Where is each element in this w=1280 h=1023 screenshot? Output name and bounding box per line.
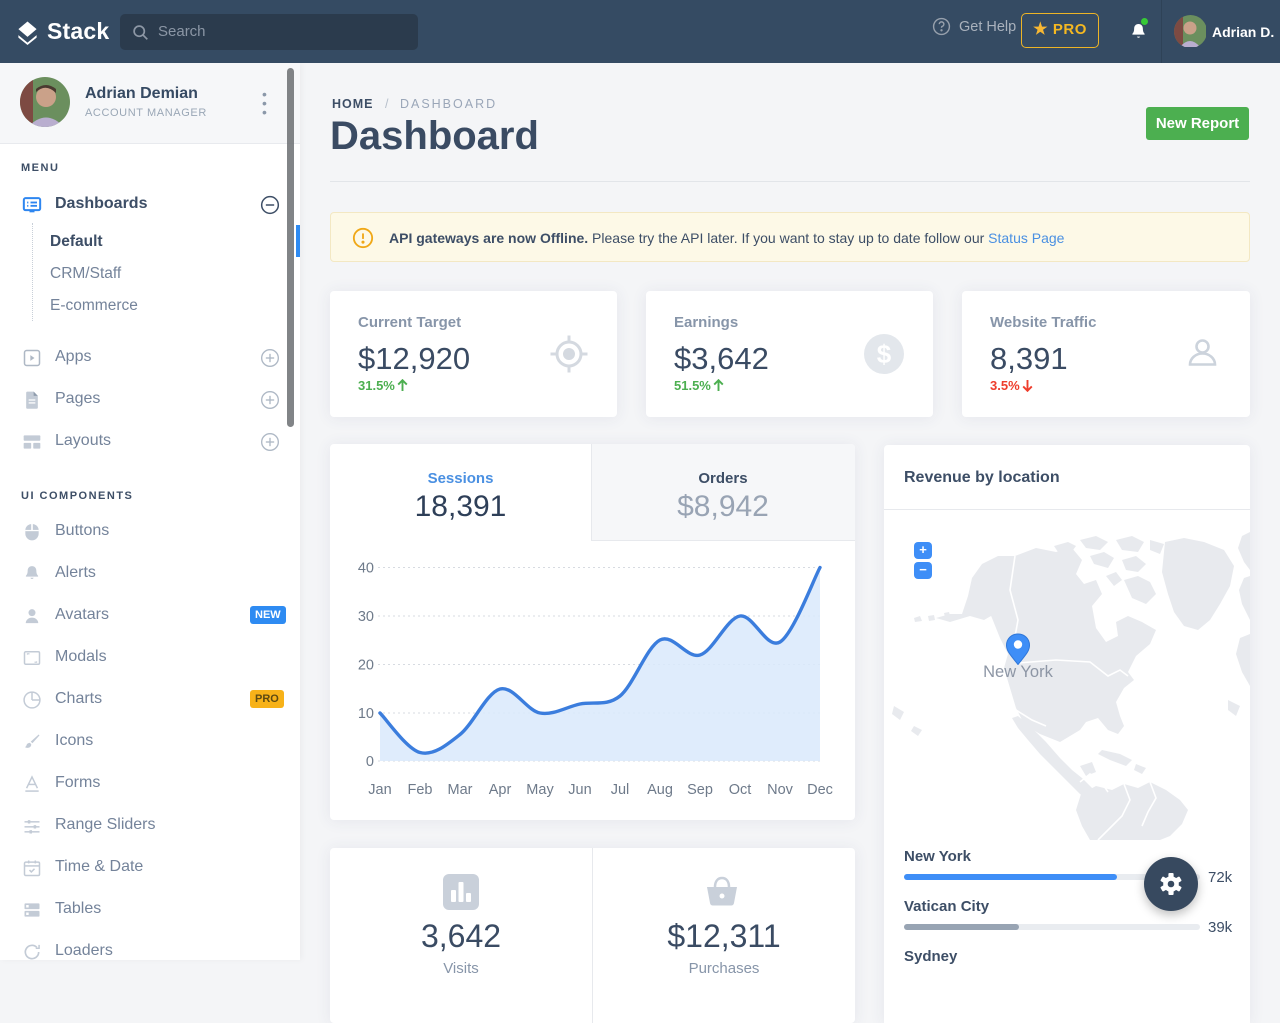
svg-text:40: 40 [358, 561, 374, 577]
svg-text:Apr: Apr [489, 782, 512, 798]
svg-text:May: May [526, 782, 554, 798]
svg-text:0: 0 [366, 754, 374, 770]
svg-text:20: 20 [358, 658, 374, 674]
svg-text:10: 10 [358, 706, 374, 722]
svg-text:$: $ [877, 339, 892, 369]
svg-text:Aug: Aug [647, 782, 673, 798]
svg-text:Jan: Jan [368, 782, 391, 798]
svg-text:Jun: Jun [568, 782, 591, 798]
svg-text:30: 30 [358, 609, 374, 625]
svg-text:Mar: Mar [448, 782, 473, 798]
svg-text:Nov: Nov [767, 782, 794, 798]
svg-text:Dec: Dec [807, 782, 833, 798]
svg-text:Jul: Jul [611, 782, 630, 798]
svg-text:Oct: Oct [729, 782, 752, 798]
svg-text:Feb: Feb [408, 782, 433, 798]
svg-text:Sep: Sep [687, 782, 713, 798]
